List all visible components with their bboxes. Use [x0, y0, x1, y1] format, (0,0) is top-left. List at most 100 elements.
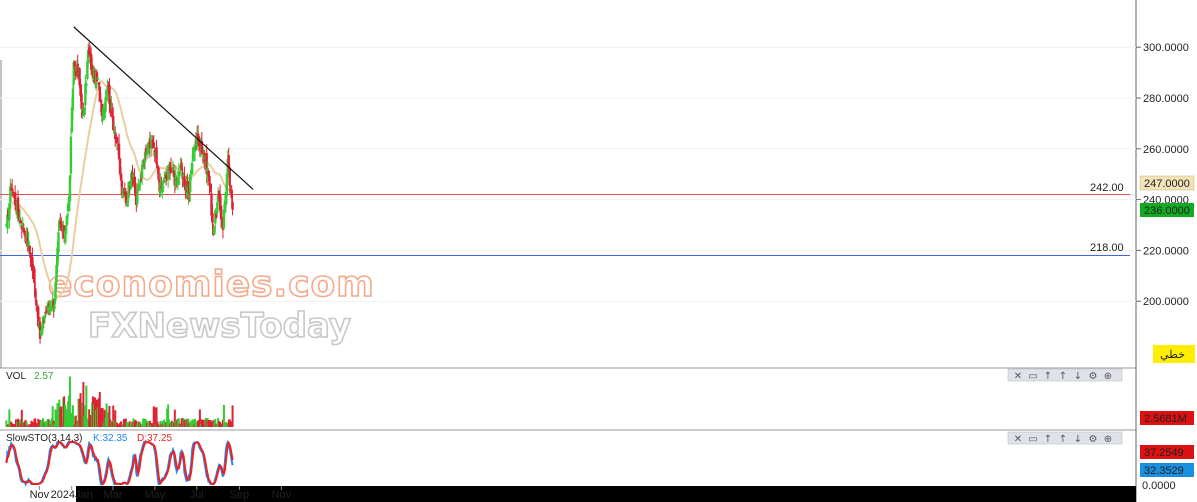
volume-bar — [71, 405, 74, 427]
candle-body — [127, 181, 130, 198]
move-up-icon[interactable]: ↑ — [1059, 434, 1067, 445]
move-down-icon[interactable]: ↓ — [1074, 371, 1082, 382]
candle — [127, 181, 130, 202]
candle-body — [87, 47, 91, 55]
candle-body — [122, 191, 126, 193]
add-icon[interactable]: ⊕ — [1104, 371, 1112, 382]
candle — [152, 135, 155, 149]
candle-body — [171, 166, 175, 173]
candle-body — [40, 325, 44, 335]
chart-type-button[interactable]: خطي — [1153, 345, 1195, 363]
move-down-icon[interactable]: ↓ — [1074, 434, 1082, 445]
x-tick-label: Nov — [30, 489, 50, 501]
x-tick-label: 2024Jan — [51, 489, 93, 501]
x-tick-label: Mar — [103, 489, 122, 501]
candle-body — [161, 184, 164, 192]
candle — [98, 82, 102, 102]
move-up-icon[interactable]: ↑ — [1044, 371, 1052, 382]
candle-body — [140, 164, 144, 178]
stochastic-k-label: K:32.35 — [93, 433, 128, 444]
volume-bar — [153, 407, 156, 427]
x-tick-label: Sep — [230, 489, 250, 501]
candle — [159, 173, 162, 198]
candle-body — [95, 72, 99, 82]
candle-body — [220, 217, 224, 224]
candle-body — [180, 162, 183, 170]
candle — [83, 106, 86, 118]
volume-bar — [18, 419, 21, 427]
candle-body — [198, 141, 202, 148]
candle — [143, 151, 147, 170]
y-tick-label: 280.0000 — [1143, 93, 1189, 105]
candle-body — [133, 177, 136, 188]
watermark-line2: FXNewsToday — [88, 306, 351, 346]
candle-body — [90, 64, 94, 66]
candle-body — [177, 171, 180, 175]
candle — [84, 74, 87, 115]
candle-body — [230, 189, 233, 199]
stochastic-d-label: D:37.25 — [137, 433, 172, 444]
add-icon[interactable]: ⊕ — [1104, 434, 1112, 445]
candle-body — [143, 151, 147, 163]
candle-body — [16, 197, 20, 213]
volume-bar — [120, 421, 123, 427]
volume-bar — [148, 420, 151, 427]
candle — [96, 77, 100, 81]
volume-bar — [68, 376, 71, 427]
move-up-icon[interactable]: ↑ — [1059, 371, 1067, 382]
volume-bar — [74, 415, 77, 427]
candle-body — [69, 136, 73, 174]
restore-icon[interactable]: ▭ — [1028, 434, 1037, 445]
volume-bar — [8, 409, 11, 427]
candle-body — [148, 140, 152, 148]
candle — [112, 107, 115, 131]
candle — [222, 203, 226, 231]
candle-body — [44, 312, 48, 314]
last-price-badge: 236.0000 — [1140, 203, 1194, 217]
candle — [58, 218, 61, 232]
candle-body — [210, 193, 213, 216]
candle-body — [96, 78, 100, 80]
upper-price-badge: 247.0000 — [1139, 175, 1195, 191]
candle-body — [79, 85, 82, 96]
candle — [109, 98, 112, 117]
candle-body — [136, 194, 139, 205]
candle — [178, 172, 181, 185]
candle-body — [78, 68, 81, 86]
candle-body — [86, 61, 89, 79]
candle-body — [23, 233, 26, 236]
volume-bar — [156, 421, 159, 427]
move-up-icon[interactable]: ↑ — [1044, 434, 1052, 445]
candle-body — [163, 180, 166, 183]
close-icon[interactable]: ✕ — [1014, 371, 1022, 382]
settings-icon[interactable]: ⚙ — [1089, 371, 1098, 382]
moving-average-line — [5, 79, 234, 299]
candle-body — [144, 148, 148, 152]
volume-bar — [51, 406, 54, 427]
candle-body — [35, 299, 38, 306]
volume-toolbar[interactable]: ✕ ▭ ↑ ↑ ↓ ⚙ ⊕ — [1007, 368, 1123, 382]
volume-bar — [209, 419, 212, 427]
restore-icon[interactable]: ▭ — [1028, 371, 1037, 382]
stochastic-d-value: 37.2549 — [1144, 447, 1184, 459]
candle-body — [191, 163, 194, 174]
volume-bar — [60, 406, 63, 427]
candle-body — [84, 83, 87, 106]
candle-body — [33, 268, 36, 283]
candle-body — [216, 202, 219, 213]
candle — [141, 158, 145, 168]
candle-body — [98, 86, 102, 102]
candle-body — [53, 305, 56, 310]
volume-bar — [229, 421, 232, 427]
candle-body — [172, 170, 176, 176]
candle-body — [104, 97, 107, 112]
candle-body — [146, 143, 150, 155]
candle — [144, 144, 148, 160]
settings-icon[interactable]: ⚙ — [1089, 434, 1098, 445]
stochastic-toolbar[interactable]: ✕ ▭ ↑ ↑ ↓ ⚙ ⊕ — [1007, 431, 1123, 445]
candle-body — [83, 108, 86, 115]
close-icon[interactable]: ✕ — [1014, 434, 1022, 445]
candle-body — [139, 180, 142, 184]
y-tick-label: 220.0000 — [1143, 245, 1189, 257]
candle-body — [57, 232, 60, 253]
